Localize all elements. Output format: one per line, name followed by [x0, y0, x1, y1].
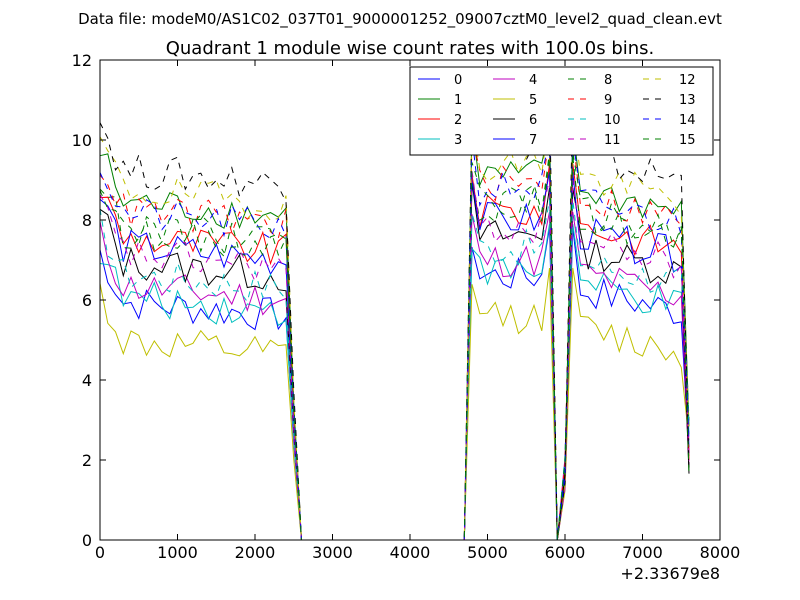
y-tick-label: 4	[82, 371, 92, 390]
y-tick-label: 10	[72, 131, 92, 150]
x-tick-label: 3000	[312, 543, 353, 562]
x-axis-offset-label: +2.33679e8	[620, 564, 720, 583]
legend-label-0: 0	[454, 73, 462, 88]
x-tick-label: 4000	[390, 543, 431, 562]
y-tick-label: 0	[82, 531, 92, 550]
legend-label-12: 12	[679, 73, 696, 88]
y-tick-label: 2	[82, 451, 92, 470]
y-tick-label: 12	[72, 51, 92, 70]
x-tick-label: 8000	[700, 543, 741, 562]
axis-ticks-layer: 0 1000 2000 3000 4000 5000 6000 7000 80000246810…	[72, 51, 741, 562]
legend-box	[409, 66, 714, 156]
legend-label-4: 4	[529, 73, 537, 88]
x-tick-label: 7000	[622, 543, 663, 562]
chart-title: Quadrant 1 module wise count rates with …	[166, 38, 655, 59]
x-tick-label: 1000	[157, 543, 198, 562]
legend-label-10: 10	[604, 113, 621, 128]
legend-label-9: 9	[604, 93, 612, 108]
x-tick-label: 6000	[545, 543, 586, 562]
legend-label-13: 13	[679, 93, 696, 108]
legend-label-15: 15	[679, 133, 696, 148]
legend-label-14: 14	[679, 113, 696, 128]
legend-label-8: 8	[604, 73, 612, 88]
series-line-15	[99, 151, 690, 541]
legend-label-6: 6	[529, 113, 537, 128]
x-tick-label: 5000	[467, 543, 508, 562]
y-tick-label: 6	[82, 291, 92, 310]
series-line-10	[99, 199, 690, 541]
figure-suptitle: Data file: modeM0/AS1C02_037T01_90000012…	[78, 10, 722, 29]
x-tick-label: 0	[95, 543, 105, 562]
series-line-3	[99, 223, 690, 541]
legend-label-11: 11	[604, 133, 621, 148]
x-tick-label: 2000	[235, 543, 276, 562]
legend-label-2: 2	[454, 113, 462, 128]
legend-label-3: 3	[454, 133, 462, 148]
series-line-11	[99, 171, 690, 541]
y-tick-label: 8	[82, 211, 92, 230]
series-line-5	[99, 267, 690, 541]
legend-label-7: 7	[529, 133, 537, 148]
legend-label-1: 1	[454, 93, 462, 108]
legend-label-5: 5	[529, 93, 537, 108]
